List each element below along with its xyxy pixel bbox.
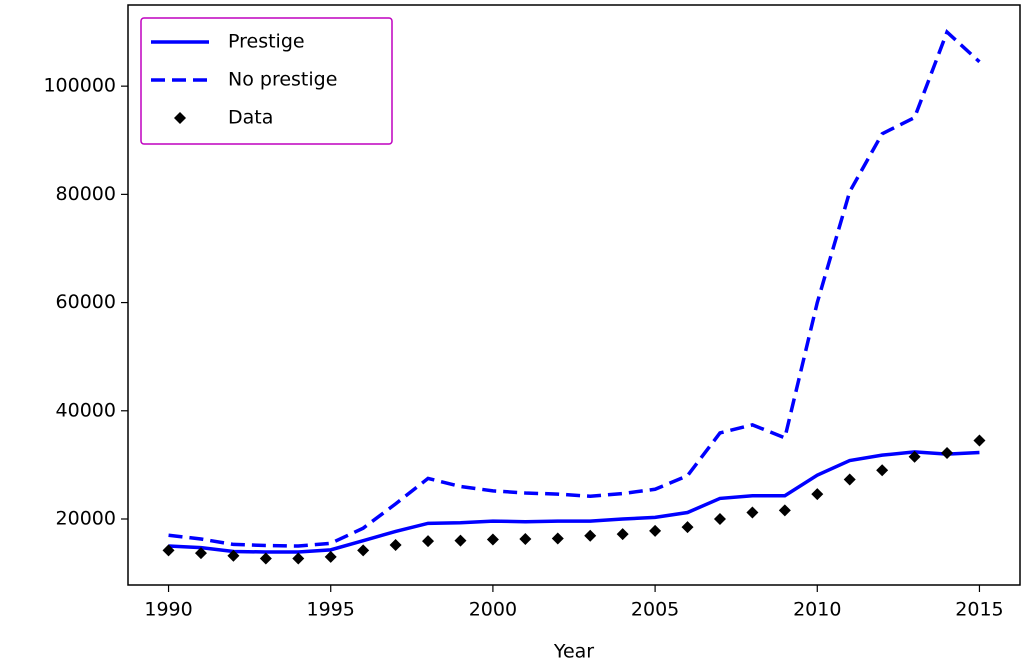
x-axis-label: Year: [553, 641, 594, 663]
data-point: [519, 533, 532, 546]
data-point: [551, 532, 564, 545]
x-tick-label: 2000: [469, 599, 517, 621]
data-point: [746, 506, 759, 519]
data-point: [941, 446, 954, 459]
y-tick-label: 100000: [43, 75, 116, 97]
data-point: [876, 464, 889, 477]
data-point: [811, 488, 824, 501]
data-point: [357, 544, 370, 557]
data-point: [486, 533, 499, 546]
legend-label: Prestige: [228, 31, 305, 53]
legend-box: [140, 17, 393, 145]
legend-swatch: [174, 112, 186, 124]
data-point: [194, 547, 207, 560]
data-point: [454, 534, 467, 547]
y-tick-label: 80000: [56, 183, 116, 205]
data-point: [227, 549, 240, 562]
data-point: [584, 529, 597, 542]
y-tick-label: 60000: [56, 291, 116, 313]
data-point: [973, 434, 986, 447]
data-point: [843, 473, 856, 486]
y-tick-label: 40000: [56, 399, 116, 421]
y-tick-label: 20000: [56, 507, 116, 529]
legend-label: Data: [228, 107, 273, 129]
data-point: [259, 552, 272, 565]
data-point: [324, 550, 337, 563]
data-point: [713, 512, 726, 525]
data-point: [908, 450, 921, 463]
x-tick-label: 1995: [307, 599, 355, 621]
data-point: [649, 524, 662, 537]
x-tick-label: 2010: [793, 599, 841, 621]
data-point: [681, 521, 694, 534]
series-line: [168, 450, 980, 554]
legend-label: No prestige: [228, 69, 337, 91]
data-point: [389, 538, 402, 551]
data-point: [422, 535, 435, 548]
data-point: [292, 552, 305, 565]
x-tick-label: 2005: [631, 599, 679, 621]
plot-frame: [127, 4, 1021, 586]
data-point: [616, 528, 629, 541]
data-point: [778, 504, 791, 517]
series-line: [168, 29, 981, 548]
x-tick-label: 2015: [955, 599, 1003, 621]
x-tick-label: 1990: [144, 599, 192, 621]
data-point: [162, 544, 175, 557]
